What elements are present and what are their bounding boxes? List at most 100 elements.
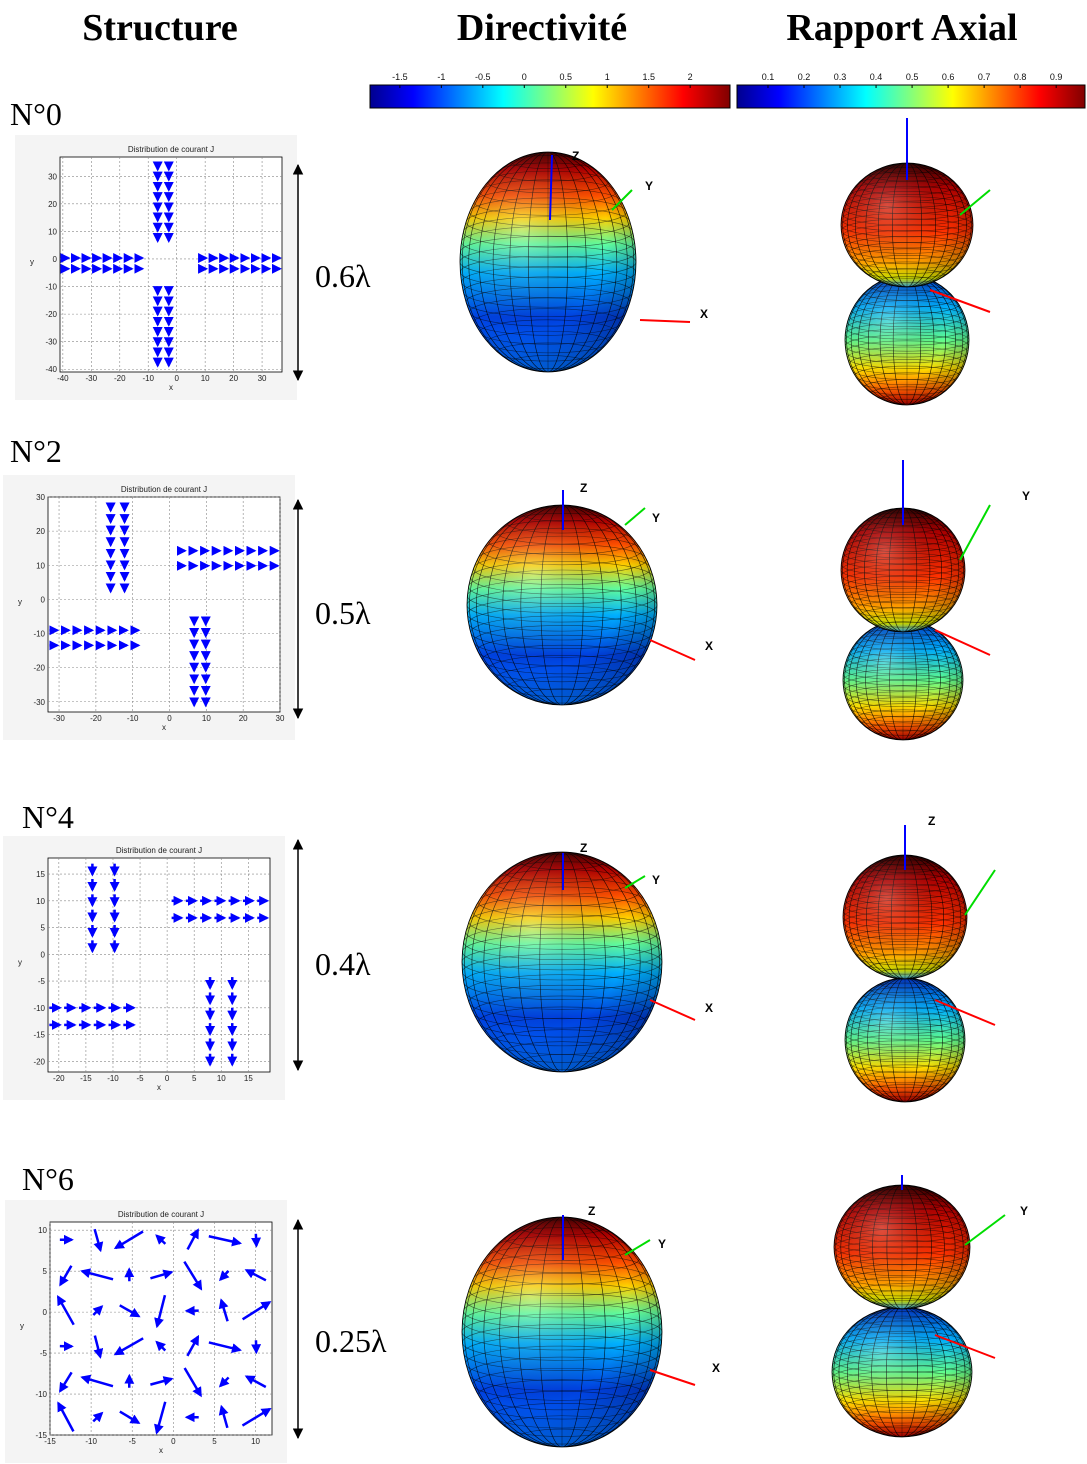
axis-3d <box>649 1369 696 1386</box>
current-arrow <box>80 1374 114 1388</box>
shading <box>842 854 968 980</box>
x-tick-label: 20 <box>239 714 248 723</box>
axis-3d-label: Y <box>1020 1204 1028 1218</box>
x-tick-label: -30 <box>53 714 65 723</box>
shading <box>833 1184 971 1310</box>
current-arrow <box>155 1340 167 1352</box>
colorbar-tick-label: -1 <box>437 72 445 82</box>
y-tick-label: 15 <box>36 870 45 879</box>
current-arrow <box>183 1367 202 1398</box>
x-tick-label: -40 <box>57 374 69 383</box>
current-arrow <box>119 1410 141 1424</box>
axis-3d-label: X <box>705 639 713 653</box>
shading <box>840 507 966 633</box>
x-tick-label: 0 <box>165 1074 170 1083</box>
y-tick-label: -5 <box>40 1349 48 1358</box>
y-tick-label: -15 <box>33 1031 45 1040</box>
colorbar-tick-label: 1.5 <box>642 72 655 82</box>
current-arrow <box>241 1407 272 1427</box>
y-tick-label: -5 <box>38 977 46 986</box>
colorbar <box>369 84 731 109</box>
colorbar-tick-label: 2 <box>688 72 693 82</box>
x-axis-label: x <box>159 1446 163 1455</box>
x-tick-label: 10 <box>201 374 210 383</box>
colorbar-tick-label: 0.5 <box>560 72 573 82</box>
quiver <box>60 161 282 368</box>
shading <box>842 619 964 741</box>
current-arrow <box>150 1376 174 1386</box>
current-arrow <box>80 1268 114 1281</box>
current-arrow <box>186 1228 199 1251</box>
axis-3d <box>624 1239 651 1256</box>
y-tick-label: -30 <box>33 698 45 707</box>
x-tick-label: -20 <box>53 1074 65 1083</box>
axes <box>49 1221 273 1436</box>
y-tick-label: -10 <box>35 1390 47 1399</box>
colorbar-tick-label: 0.8 <box>1014 72 1027 82</box>
axis-3d <box>624 507 646 526</box>
current-arrow <box>155 1234 167 1245</box>
y-tick-label: 0 <box>41 595 46 604</box>
y-tick-label: 30 <box>48 172 57 181</box>
axis-3d <box>649 999 696 1021</box>
axis-3d <box>649 639 696 661</box>
x-tick-label: -20 <box>90 714 102 723</box>
x-tick-label: 5 <box>212 1437 217 1446</box>
current-arrow <box>241 1301 272 1321</box>
x-axis-label: x <box>157 1083 161 1092</box>
y-tick-label: 0 <box>53 255 58 264</box>
current-arrow <box>56 1295 75 1326</box>
colorbar-tick-label: 0 <box>522 72 527 82</box>
colorbar-tick-label: -0.5 <box>475 72 491 82</box>
size-label: 0.5λ <box>315 595 371 631</box>
size-label: 0.6λ <box>315 258 371 294</box>
y-tick-label: -10 <box>33 1004 45 1013</box>
axis-3d <box>964 1214 1006 1246</box>
x-tick-label: 0 <box>171 1437 176 1446</box>
column-header: Directivité <box>457 7 627 49</box>
axis-3d <box>611 189 633 211</box>
axis-3d <box>959 189 991 216</box>
size-label: 0.25λ <box>315 1323 387 1359</box>
shading <box>844 977 966 1103</box>
y-axis-label: y <box>20 1322 24 1331</box>
current-arrow <box>93 1228 104 1253</box>
colorbar-tick-label: 0.2 <box>798 72 811 82</box>
plot-title: Distribution de courant J <box>118 1210 204 1219</box>
row-label: N°0 <box>10 96 62 132</box>
current-arrow <box>154 1401 167 1435</box>
x-axis-label: x <box>169 383 173 392</box>
axis-3d <box>959 504 991 561</box>
column-header: Rapport Axial <box>786 7 1017 49</box>
y-tick-label: 20 <box>48 200 57 209</box>
y-tick-label: 5 <box>43 1267 48 1276</box>
current-arrow <box>244 1375 267 1389</box>
axis-3d-label: Z <box>928 814 935 828</box>
colorbar-tick-label: 0.6 <box>942 72 955 82</box>
axis-3d-label: X <box>700 307 708 321</box>
current-arrow <box>93 1335 104 1359</box>
current-arrow <box>208 1341 242 1354</box>
current-arrow <box>251 1233 262 1248</box>
axis-3d <box>934 999 996 1026</box>
quiver <box>49 863 270 1067</box>
colorbar-tick-label: 0.5 <box>906 72 919 82</box>
size-label: 0.4λ <box>315 946 371 982</box>
y-tick-label: 20 <box>36 527 45 536</box>
y-tick-label: -10 <box>33 630 45 639</box>
current-arrow <box>59 1371 73 1393</box>
y-axis-label: y <box>30 258 34 267</box>
y-tick-label: -20 <box>33 664 45 673</box>
x-tick-label: 30 <box>258 374 267 383</box>
axis-3d-label: Y <box>652 873 660 887</box>
shading <box>459 151 637 373</box>
y-tick-label: -20 <box>33 1057 45 1066</box>
axis-3d-label: Z <box>588 1204 595 1218</box>
axis-3d <box>964 869 996 916</box>
shading <box>831 1306 973 1438</box>
axis-3d <box>624 875 646 889</box>
axis-3d <box>929 289 991 313</box>
y-axis-label: y <box>18 598 22 607</box>
current-arrow <box>92 1411 104 1423</box>
axis-3d-label: X <box>705 1001 713 1015</box>
